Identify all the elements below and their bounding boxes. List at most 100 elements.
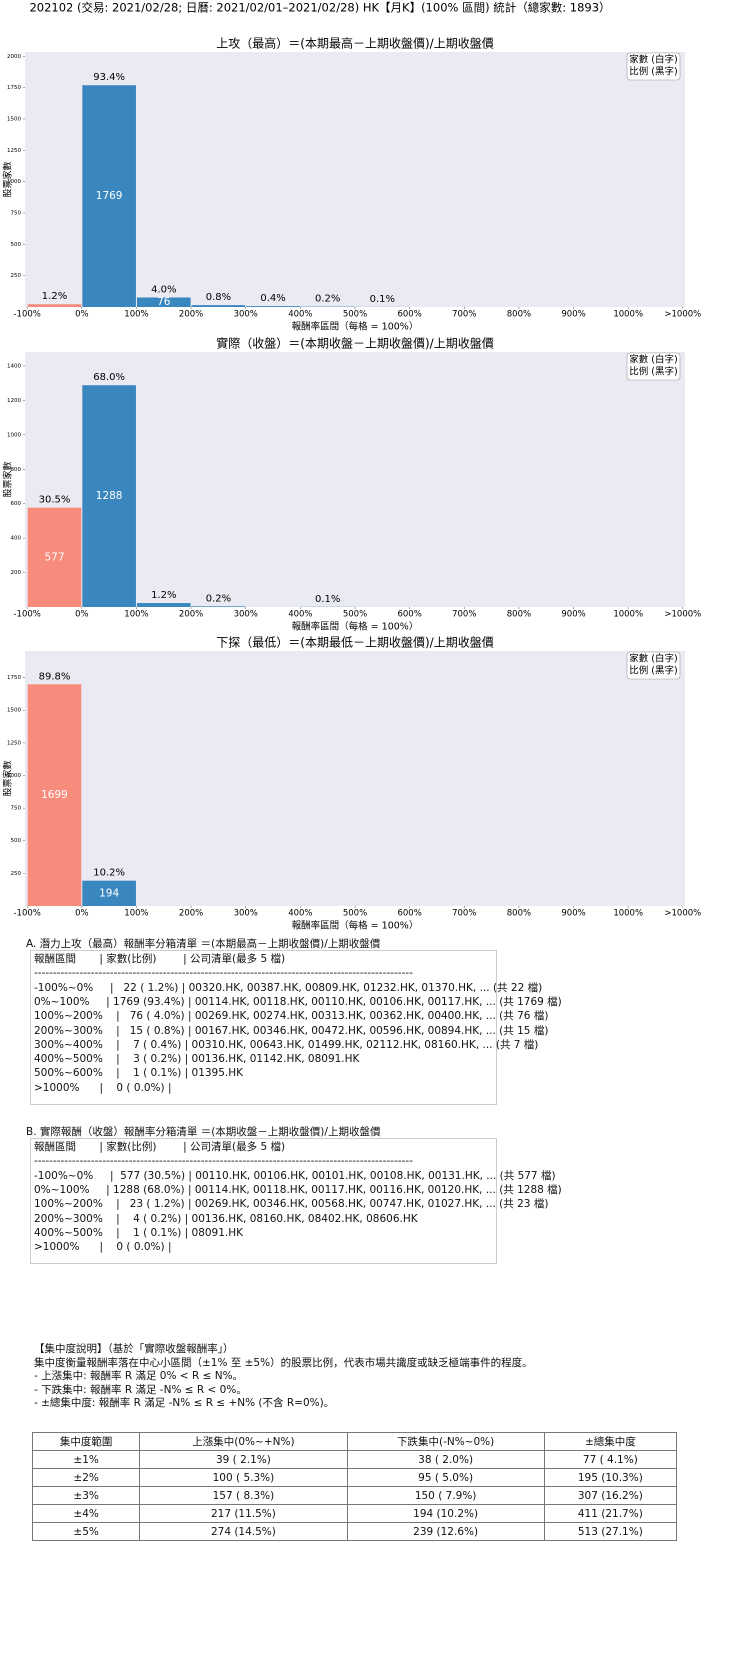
x-tick-label: 600% — [397, 310, 421, 320]
x-tick-label: 300% — [234, 909, 258, 919]
y-tick-label: 800 — [11, 467, 22, 473]
y-tick-label: 250 — [11, 871, 22, 877]
table-cell: 194 (10.2%) — [346, 1504, 545, 1523]
x-tick-label: 900% — [561, 610, 585, 620]
list-line: 100%~200% | 76 ( 4.0%) | 00269.HK, 00274… — [34, 1010, 549, 1023]
x-tick-label: >1000% — [664, 610, 701, 620]
x-tick-label: 500% — [343, 909, 367, 919]
legend-entry: 家數 (白字) — [629, 653, 677, 665]
x-tick-label: 1000% — [613, 610, 643, 620]
table-cell: 下跌集中(-N%~0%) — [346, 1432, 545, 1451]
x-axis-label: 報酬率區間（每格 = 100%） — [292, 321, 419, 333]
share-label: 0.2% — [206, 593, 231, 604]
x-tick-label: >1000% — [664, 909, 701, 919]
table-cell: 上漲集中(0%~+N%) — [139, 1432, 348, 1451]
y-axis-label: 股票家數 — [2, 760, 14, 796]
x-tick-label: 200% — [179, 310, 203, 320]
bar — [82, 85, 136, 307]
x-tick-label: 700% — [452, 909, 476, 919]
table-cell: 411 (21.7%) — [543, 1504, 678, 1523]
count-label: 194 — [99, 887, 119, 899]
share-label: 0.4% — [260, 293, 285, 304]
table-cell: ±總集中度 — [543, 1432, 678, 1451]
bar — [27, 684, 82, 906]
y-tick-label: 200 — [11, 570, 22, 576]
table-cell: 513 (27.1%) — [543, 1522, 678, 1541]
plot-area — [25, 651, 685, 906]
legend-box — [626, 52, 681, 81]
bar — [82, 385, 136, 607]
y-tick-label: 1000 — [7, 773, 21, 779]
list-line: >1000% | 0 ( 0.0%) | — [34, 1081, 172, 1094]
y-tick-label: 1250 — [7, 148, 21, 154]
table-cell: 77 ( 4.1%) — [543, 1450, 678, 1469]
table-cell: 195 (10.3%) — [543, 1468, 678, 1487]
table-cell: 95 ( 5.0%) — [346, 1468, 545, 1487]
x-tick-label: 400% — [288, 310, 312, 320]
share-label: 30.5% — [39, 495, 71, 506]
x-axis-label: 報酬率區間（每格 = 100%） — [292, 621, 419, 633]
x-tick-label: 300% — [234, 310, 258, 320]
x-tick-label: 700% — [452, 610, 476, 620]
count-label: 76 — [157, 296, 171, 308]
y-tick-label: 1200 — [7, 398, 21, 404]
x-tick-label: 800% — [507, 310, 531, 320]
note-line: 【集中度說明】（基於「實際收盤報酬率」） — [34, 1343, 234, 1355]
x-tick-label: 400% — [288, 909, 312, 919]
y-tick-label: 750 — [11, 806, 22, 812]
table-cell: ±2% — [31, 1468, 141, 1487]
bar — [82, 880, 136, 906]
list-line: -100%~0% | 22 ( 1.2%) | 00320.HK, 00387.… — [34, 981, 543, 994]
note-line: 集中度衡量報酬率落在中心小區間（±1% 至 ±5%）的股票比例，代表市場共識度或… — [34, 1356, 533, 1369]
share-label: 0.1% — [315, 594, 340, 605]
x-tick-label: 900% — [561, 909, 585, 919]
chart-title: 上攻（最高）＝(本期最高－上期收盤價)/上期收盤價 — [216, 36, 493, 51]
x-tick-label: -100% — [13, 610, 40, 620]
list-line: 0%~100% | 1288 (68.0%) | 00114.HK, 00118… — [34, 1183, 562, 1196]
x-tick-label: 800% — [507, 909, 531, 919]
table-cell: ±3% — [31, 1486, 141, 1505]
share-label: 4.0% — [151, 284, 176, 295]
list-header: 報酬區間 | 家數(比例) | 公司清單(最多 5 檔) — [34, 953, 286, 965]
share-label: 1.2% — [42, 291, 67, 302]
legend-box — [626, 651, 681, 680]
table-row: ±4% 217 (11.5%) 194 (10.2%) 411 (21.7%) — [31, 1504, 678, 1523]
x-tick-label: 100% — [124, 310, 148, 320]
legend-entry: 家數 (白字) — [629, 54, 677, 66]
x-tick-label: 800% — [507, 610, 531, 620]
x-tick-label: 1000% — [613, 909, 643, 919]
share-label: 10.2% — [93, 868, 125, 879]
share-label: 93.4% — [93, 72, 125, 83]
x-tick-label: 0% — [75, 610, 89, 620]
y-axis-label: 股票家數 — [2, 461, 14, 497]
table-cell: 239 (12.6%) — [346, 1522, 545, 1541]
y-tick-label: 400 — [11, 536, 22, 542]
share-label: 68.0% — [93, 372, 125, 383]
count-label: 1699 — [41, 789, 68, 801]
share-label: 89.8% — [39, 671, 71, 682]
x-tick-label: 100% — [124, 610, 148, 620]
share-label: 0.1% — [370, 294, 395, 305]
y-tick-label: 1000 — [7, 432, 21, 438]
bar — [246, 306, 300, 307]
list-separator: ----------------------------------------… — [34, 967, 413, 980]
x-tick-label: 500% — [343, 610, 367, 620]
list-line: 300%~400% | 7 ( 0.4%) | 00310.HK, 00643.… — [34, 1038, 539, 1051]
note-line: - 下跌集中: 報酬率 R 滿足 -N% ≤ R < 0%。 — [34, 1383, 247, 1396]
y-tick-label: 1250 — [7, 740, 21, 746]
table-row: 集中度範圍 上漲集中(0%~+N%) 下跌集中(-N%~0%) ±總集中度 — [31, 1432, 678, 1451]
x-tick-label: 1000% — [613, 310, 643, 320]
x-tick-label: 400% — [288, 610, 312, 620]
concentration-table: 集中度範圍 上漲集中(0%~+N%) 下跌集中(-N%~0%) ±總集中度 ±1% 39 … — [31, 1432, 678, 1541]
list-title: B. 實際報酬（收盤）報酬率分箱清單 ＝(本期收盤－上期收盤價)/上期收盤價 — [26, 1126, 381, 1138]
list-header: 報酬區間 | 家數(比例) | 公司清單(最多 5 檔) — [34, 1141, 286, 1153]
table-row: ±2% 100 ( 5.3%) 95 ( 5.0%) 195 (10.3%) — [31, 1468, 678, 1487]
list-box — [30, 1138, 497, 1265]
bar — [136, 297, 191, 307]
y-tick-label: 250 — [11, 273, 22, 279]
table-cell: 39 ( 2.1%) — [139, 1450, 348, 1469]
count-label: 1288 — [96, 490, 123, 502]
x-tick-label: 600% — [397, 909, 421, 919]
page-title: 202102 (交易: 2021/02/28; 日曆: 2021/02/01–2… — [29, 1, 610, 15]
legend-box — [626, 352, 681, 381]
